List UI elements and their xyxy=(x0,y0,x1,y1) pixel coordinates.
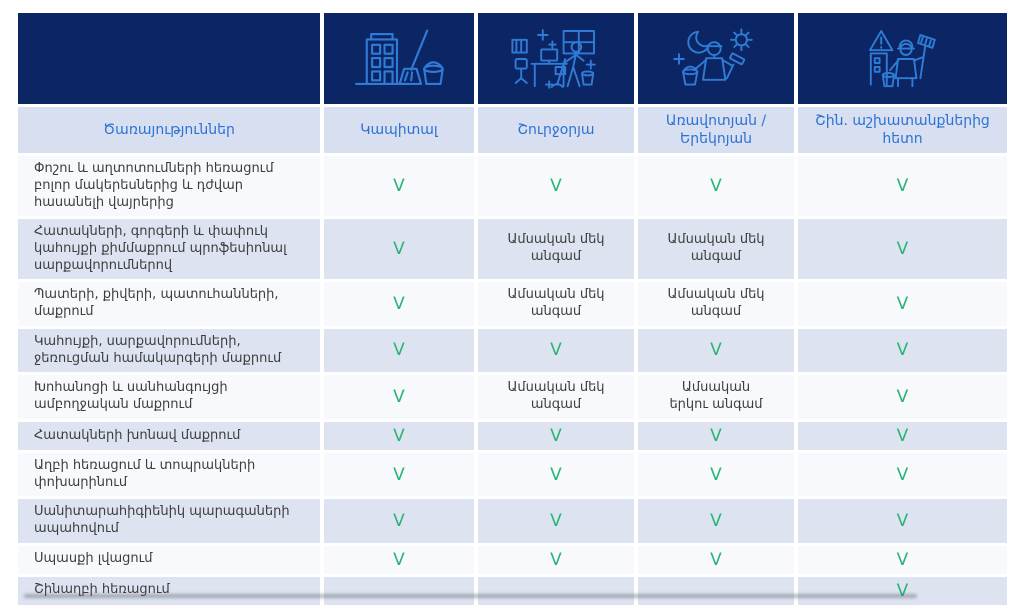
grid-cell: V xyxy=(324,421,474,451)
service-name: Աղբի հեռացում և տոպրակների փոխարինում xyxy=(18,453,320,497)
column-header-daily: Շուրջօրյա xyxy=(478,107,634,154)
table-bottom-shadow xyxy=(24,594,917,598)
grid-cell: V xyxy=(638,156,794,217)
grid-cell: V xyxy=(324,282,474,326)
grid-cell: V xyxy=(324,499,474,543)
grid-cell: Ամսական մեկ անգամ xyxy=(478,375,634,419)
grid-cell: V xyxy=(478,421,634,451)
grid-cell xyxy=(638,576,794,605)
grid-cell: Ամսական մեկ անգամ xyxy=(638,282,794,326)
table-corner-header xyxy=(18,13,320,104)
service-name: Խոհանոցի և սանհանգույցի ամբողջական մաքրո… xyxy=(18,375,320,419)
service-name: Հատակների, գորգերի և փափուկ կահույքի քիմ… xyxy=(18,219,320,280)
grid-cell: V xyxy=(478,328,634,373)
grid-cell xyxy=(478,576,634,605)
grid-cell: Ամսական մեկ անգամ xyxy=(478,282,634,326)
grid-cell: V xyxy=(798,375,1007,419)
grid-cell: V xyxy=(324,375,474,419)
grid-cell: V xyxy=(638,421,794,451)
services-column-header: Ծառայություններ xyxy=(18,107,320,154)
grid-cell: Ամսական մեկ անգամ xyxy=(638,219,794,280)
post-construction-cleaning-icon xyxy=(868,29,936,87)
column-header-capital: Կապիտալ xyxy=(324,107,474,154)
grid-cell: Ամսական երկու անգամ xyxy=(638,375,794,419)
grid-cell: V xyxy=(324,156,474,217)
service-name: Փոշու և աղտոտումների հեռացում բոլոր մակե… xyxy=(18,156,320,217)
grid-cell: V xyxy=(798,499,1007,543)
grid-cell: V xyxy=(324,328,474,373)
grid-cell: V xyxy=(798,328,1007,373)
grid-cell: V xyxy=(478,545,634,574)
grid-cell: V xyxy=(324,545,474,574)
grid-cell: V xyxy=(798,282,1007,326)
grid-cell: V xyxy=(638,545,794,574)
grid-cell: V xyxy=(798,576,1007,605)
grid-cell: V xyxy=(478,499,634,543)
grid-cell: V xyxy=(478,156,634,217)
service-name: Սպասքի լվացում xyxy=(18,545,320,574)
grid-cell xyxy=(324,576,474,605)
service-name: Կահույքի, սարքավորումների, ջեռուցման համ… xyxy=(18,328,320,373)
office-cleaning-icon xyxy=(511,28,597,89)
grid-cell: V xyxy=(638,499,794,543)
building-broom-bucket-icon xyxy=(355,28,445,85)
grid-cell: Ամսական մեկ անգամ xyxy=(478,219,634,280)
column-icon-cell-post-construction xyxy=(798,13,1007,104)
grid-cell: V xyxy=(798,156,1007,217)
day-night-cleaning-icon xyxy=(673,27,753,86)
column-icon-cell-daily xyxy=(478,13,634,104)
services-comparison-table: Ծառայություններ Կապիտալ Շուրջօրյա Առավոտ… xyxy=(18,13,1007,605)
service-name: Սանիտարահիգիենիկ պարագաների ապահովում xyxy=(18,499,320,543)
column-header-post-construction: Շին. աշխատանքներից հետո xyxy=(798,107,1007,154)
grid-cell: V xyxy=(638,453,794,497)
column-icon-cell-capital xyxy=(324,13,474,104)
grid-cell: V xyxy=(478,453,634,497)
service-name: Շինաղբի հեռացում xyxy=(18,576,320,605)
grid-cell: V xyxy=(798,421,1007,451)
grid-cell: V xyxy=(798,219,1007,280)
grid-cell: V xyxy=(638,328,794,373)
column-header-morning-evening: Առավոտյան / Երեկոյան xyxy=(638,107,794,154)
service-name: Պատերի, քիվերի, պատուհանների, մաքրում xyxy=(18,282,320,326)
grid-cell: V xyxy=(324,453,474,497)
grid-cell: V xyxy=(798,453,1007,497)
grid-cell: V xyxy=(798,545,1007,574)
service-name: Հատակների խոնավ մաքրում xyxy=(18,421,320,451)
column-icon-cell-morning-evening xyxy=(638,13,794,104)
grid-cell: V xyxy=(324,219,474,280)
